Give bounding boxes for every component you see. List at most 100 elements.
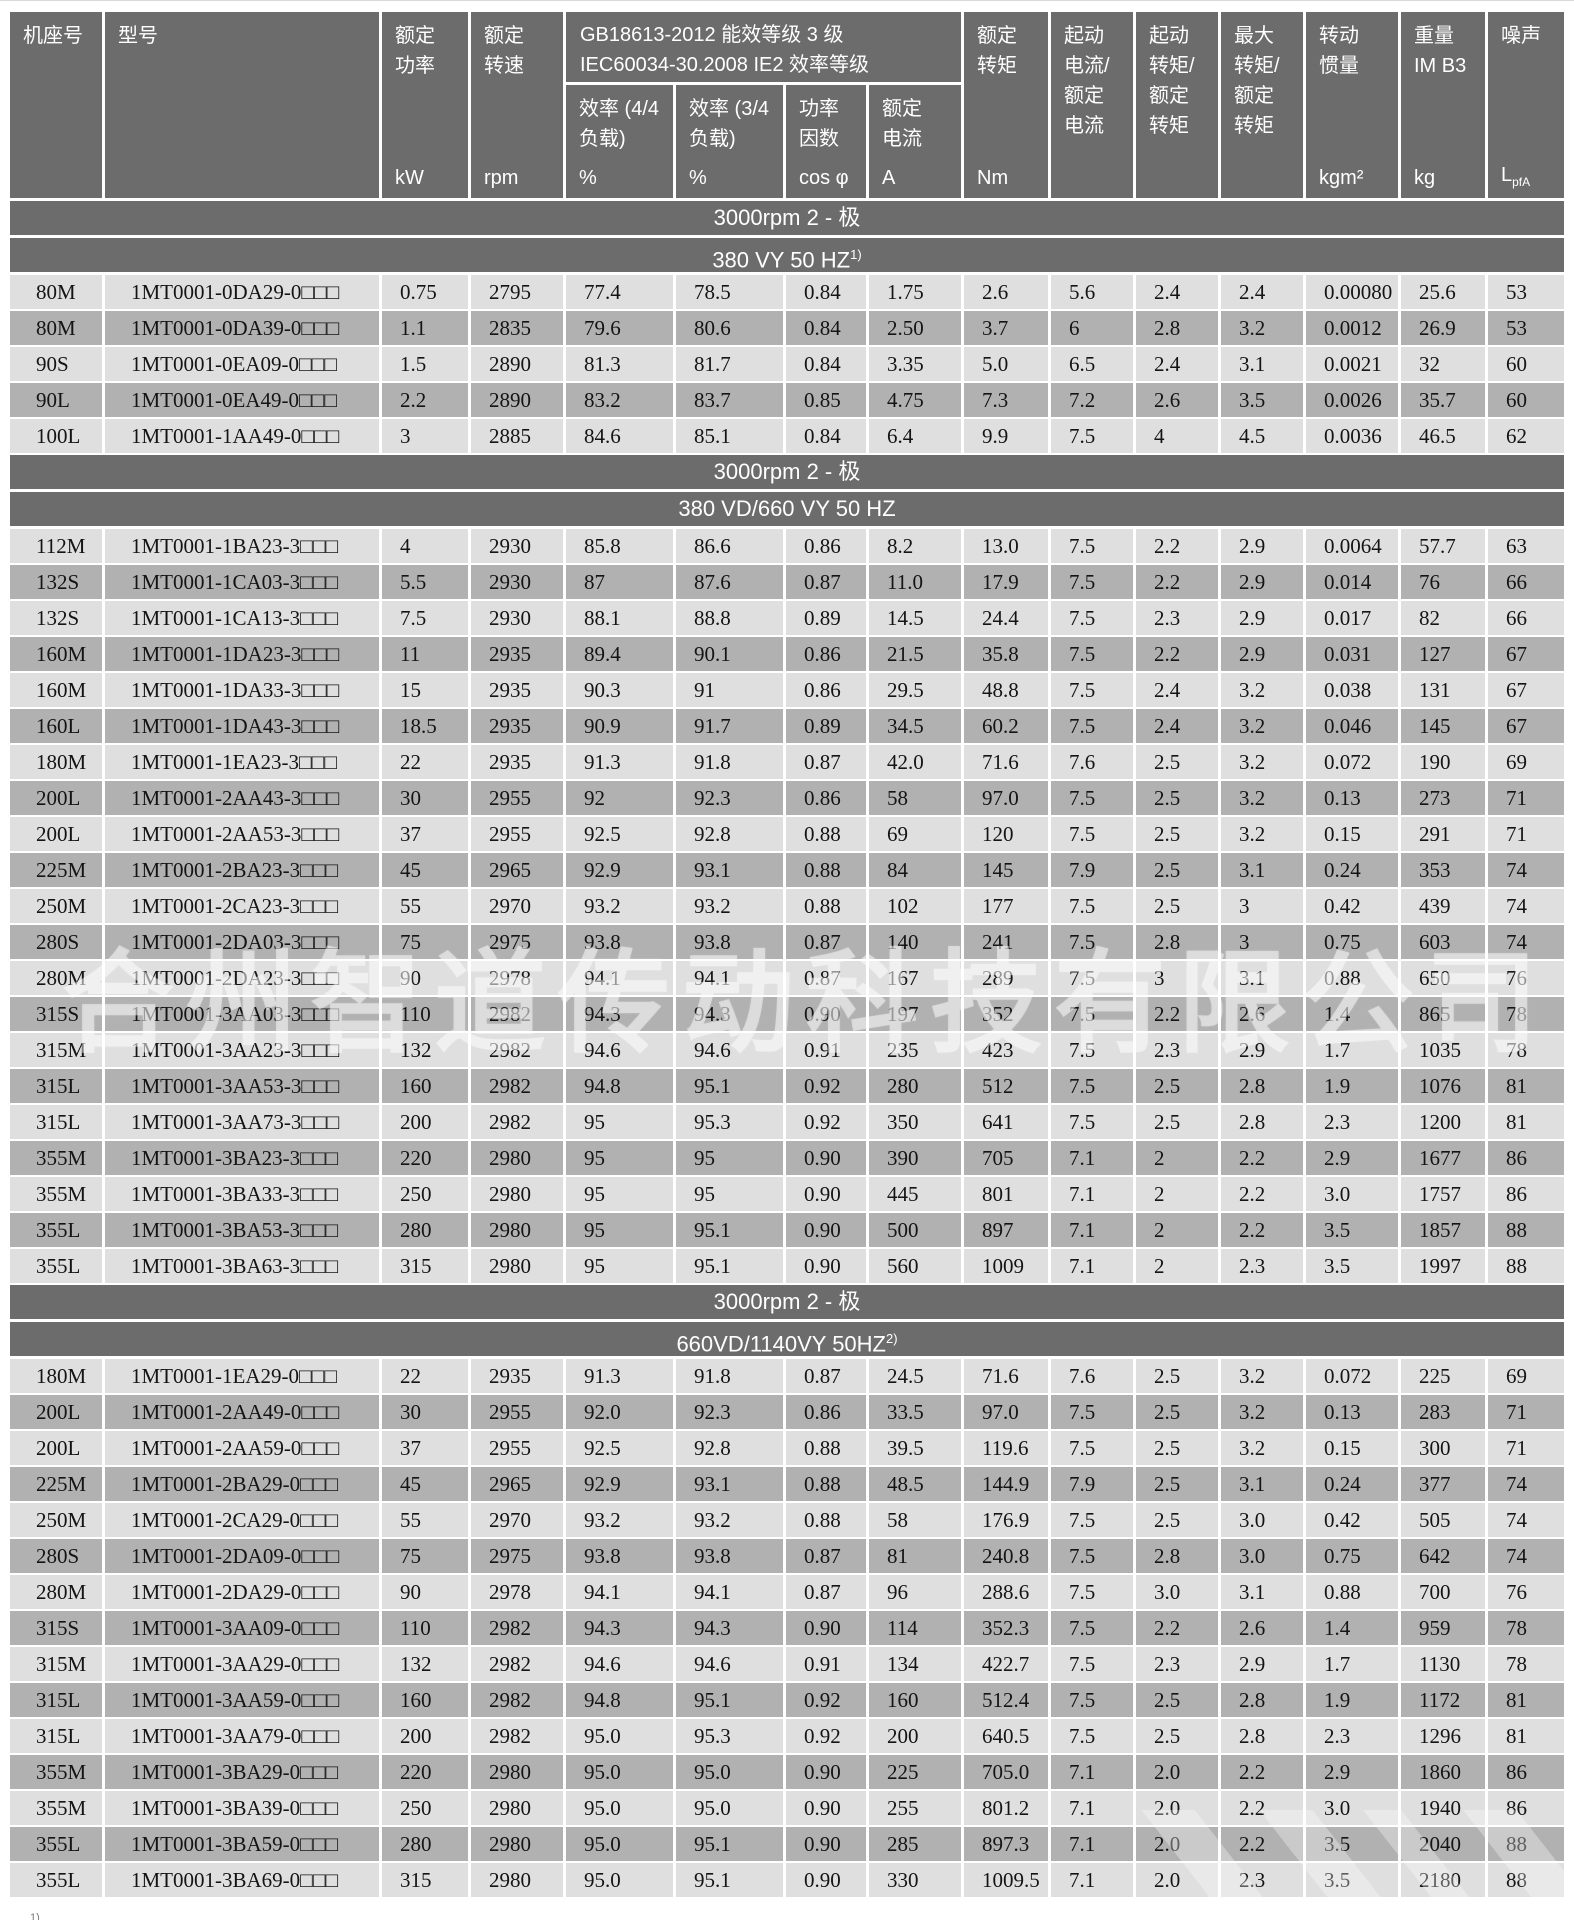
table-cell: 200L [10, 817, 102, 851]
table-cell: 3.5 [1306, 1827, 1398, 1861]
table-cell: 0.0021 [1306, 347, 1398, 381]
table-cell: 355L [10, 1213, 102, 1247]
table-cell: 0.84 [786, 347, 866, 381]
col-unit: % [579, 167, 597, 189]
table-cell: 2.4 [1136, 673, 1218, 707]
table-cell: 110 [382, 997, 468, 1031]
table-cell: 1MT0001-3BA59-0□□□ [105, 1827, 379, 1861]
col-header-power-factor: 功率 因数 cos φ [786, 85, 866, 198]
table-cell: 3.1 [1221, 1575, 1303, 1609]
col-unit: cos φ [799, 167, 849, 189]
table-row: 250M 1MT0001-2CA29-0□□□ 55 2970 93.2 93.2 0.88… [10, 1503, 1564, 1537]
table-cell: 0.017 [1306, 601, 1398, 635]
table-cell: 355M [10, 1791, 102, 1825]
table-cell: 22 [382, 745, 468, 779]
table-cell: 445 [869, 1177, 961, 1211]
table-cell: 0.86 [786, 673, 866, 707]
table-cell: 7.1 [1051, 1141, 1133, 1175]
table-cell: 71 [1488, 817, 1564, 851]
table-cell: 1.9 [1306, 1683, 1398, 1717]
table-cell: 176.9 [964, 1503, 1048, 1537]
table-cell: 1076 [1401, 1069, 1485, 1103]
table-cell: 24.4 [964, 601, 1048, 635]
table-cell: 0.00080 [1306, 275, 1398, 309]
table-cell: 235 [869, 1033, 961, 1067]
table-cell: 1MT0001-2DA29-0□□□ [105, 1575, 379, 1609]
table-cell: 7.5 [1051, 889, 1133, 923]
table-cell: 200 [382, 1719, 468, 1753]
table-cell: 95.0 [676, 1791, 783, 1825]
table-cell: 92.8 [676, 817, 783, 851]
table-cell: 7.1 [1051, 1213, 1133, 1247]
table-row: 200L 1MT0001-2AA49-0□□□ 30 2955 92.0 92.3 0.86… [10, 1395, 1564, 1429]
table-cell: 95.0 [566, 1755, 673, 1789]
table-cell: 83.7 [676, 383, 783, 417]
col-title: 机座号 [23, 25, 83, 47]
col-title: 转动 惯量 [1319, 25, 1359, 77]
table-cell: 2.0 [1136, 1755, 1218, 1789]
table-cell: 3.5 [1306, 1249, 1398, 1283]
table-cell: 642 [1401, 1539, 1485, 1573]
col-unit: % [689, 167, 707, 189]
table-cell: 0.87 [786, 961, 866, 995]
table-cell: 2.2 [1136, 1611, 1218, 1645]
table-cell: 2.4 [1136, 709, 1218, 743]
table-cell: 355M [10, 1755, 102, 1789]
table-cell: 2.3 [1136, 1647, 1218, 1681]
table-cell: 7.5 [1051, 1575, 1133, 1609]
table-cell: 86 [1488, 1755, 1564, 1789]
table-cell: 94.3 [676, 1611, 783, 1645]
table-row: 355L 1MT0001-3BA59-0□□□ 280 2980 95.0 95.1 0.9… [10, 1827, 1564, 1861]
table-cell: 897.3 [964, 1827, 1048, 1861]
table-cell: 220 [382, 1141, 468, 1175]
table-cell: 91.7 [676, 709, 783, 743]
footnote-ref: 2) [886, 1331, 898, 1346]
table-cell: 74 [1488, 1539, 1564, 1573]
table-cell: 1.1 [382, 311, 468, 345]
table-cell: 1MT0001-1AA49-0□□□ [105, 419, 379, 453]
table-cell: 7.2 [1051, 383, 1133, 417]
table-cell: 2885 [471, 419, 563, 453]
table-cell: 2.0 [1136, 1863, 1218, 1897]
table-cell: 288.6 [964, 1575, 1048, 1609]
table-cell: 88 [1488, 1827, 1564, 1861]
table-cell: 0.87 [786, 1359, 866, 1393]
table-cell: 315 [382, 1863, 468, 1897]
table-cell: 0.072 [1306, 745, 1398, 779]
table-row: 315S 1MT0001-3AA09-0□□□ 110 2982 94.3 94.3 0.9… [10, 1611, 1564, 1645]
table-cell: 140 [869, 925, 961, 959]
table-cell: 7.5 [1051, 961, 1133, 995]
table-cell: 92 [566, 781, 673, 815]
table-cell: 2930 [471, 601, 563, 635]
table-row: 250M 1MT0001-2CA23-3□□□ 55 2970 93.2 93.2 0.88… [10, 889, 1564, 923]
table-cell: 1MT0001-2AA59-0□□□ [105, 1431, 379, 1465]
table-cell: 285 [869, 1827, 961, 1861]
col-header-starting-torque-ratio: 起动 转矩/ 额定 转矩 [1136, 12, 1218, 198]
table-cell: 77.4 [566, 275, 673, 309]
table-row: 80M 1MT0001-0DA29-0□□□ 0.75 2795 77.4 78.5 0.8… [10, 275, 1564, 309]
table-cell: 132S [10, 601, 102, 635]
table-cell: 505 [1401, 1503, 1485, 1537]
col-header-noise: 噪声 LpfA [1488, 12, 1564, 198]
table-cell: 3 [1136, 961, 1218, 995]
table-cell: 2.2 [1136, 997, 1218, 1031]
table-cell: 7.9 [1051, 1467, 1133, 1501]
table-cell: 3.2 [1221, 1431, 1303, 1465]
table-cell: 5.5 [382, 565, 468, 599]
table-cell: 95.0 [566, 1863, 673, 1897]
col-header-starting-current-ratio: 起动 电流/ 额定 电流 [1051, 12, 1133, 198]
table-cell: 69 [1488, 1359, 1564, 1393]
table-cell: 7.5 [1051, 1431, 1133, 1465]
table-cell: 0.88 [786, 1431, 866, 1465]
table-cell: 1677 [1401, 1141, 1485, 1175]
table-cell: 1MT0001-2DA09-0□□□ [105, 1539, 379, 1573]
table-cell: 1009.5 [964, 1863, 1048, 1897]
table-cell: 1MT0001-3AA79-0□□□ [105, 1719, 379, 1753]
table-cell: 60 [1488, 383, 1564, 417]
table-cell: 705 [964, 1141, 1048, 1175]
table-cell: 801 [964, 1177, 1048, 1211]
table-cell: 1MT0001-2AA49-0□□□ [105, 1395, 379, 1429]
table-cell: 2 [1136, 1249, 1218, 1283]
table-cell: 7.5 [1051, 673, 1133, 707]
table-row: 80M 1MT0001-0DA39-0□□□ 1.1 2835 79.6 80.6 0.84… [10, 311, 1564, 345]
